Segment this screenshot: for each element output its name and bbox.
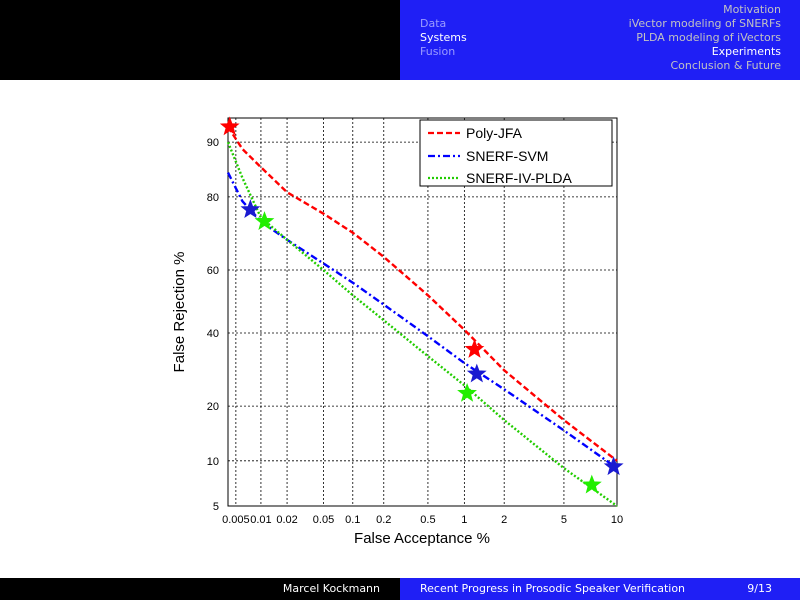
y-axis-label: False Rejection %: [171, 252, 188, 373]
x-axis-label: False Acceptance %: [354, 530, 490, 547]
chart-legend: Poly-JFA SNERF-SVM SNERF-IV-PLDA: [419, 119, 613, 187]
series-line-1: [226, 172, 618, 470]
marker-star-1: [603, 456, 624, 476]
x-tick-label: 0.2: [376, 514, 391, 526]
x-tick-label: 0.05: [313, 514, 334, 526]
footer-page-number: 9/13: [747, 582, 772, 595]
marker-star-2: [254, 211, 275, 230]
y-tick-label: 90: [207, 137, 219, 149]
marker-star-2: [581, 474, 602, 494]
x-tick-label: 0.01: [250, 514, 271, 526]
x-tick-label: 10: [611, 514, 623, 526]
footer-title: Recent Progress in Prosodic Speaker Veri…: [420, 582, 686, 595]
nav-section-plda-modeling[interactable]: PLDA modeling of iVectors: [636, 31, 781, 44]
y-tick-label: 40: [207, 328, 219, 340]
nav-subsection-systems[interactable]: Systems: [420, 31, 467, 44]
x-tick-label: 2: [501, 514, 507, 526]
nav-section-conclusion[interactable]: Conclusion & Future: [670, 59, 781, 72]
x-tick-label: 0.5: [420, 514, 435, 526]
x-tick-label: 0.02: [276, 514, 297, 526]
legend-label-snerf-iv-plda: SNERF-IV-PLDA: [466, 170, 572, 186]
nav-section-ivector-modeling[interactable]: iVector modeling of SNERFs: [628, 17, 781, 30]
axis-ticks: 0.005 0.01 0.02 0.05 0.1 0.2 0.5 1 2 5 10 5 10 20 40 60…: [207, 137, 623, 526]
plot-frame: [227, 117, 618, 507]
det-chart: 0.005 0.01 0.02 0.05 0.1 0.2 0.5 1 2 5 10 5 10 20 40 60…: [171, 116, 624, 547]
nav-section-motivation[interactable]: Motivation: [723, 3, 781, 16]
y-tick-label: 10: [207, 456, 219, 468]
x-tick-label: 0.005: [222, 514, 250, 526]
series-line-2: [226, 141, 618, 507]
marker-star-0: [219, 116, 240, 136]
footer-left: Marcel Kockmann: [0, 578, 400, 600]
y-tick-label: 5: [213, 501, 219, 513]
header-subsection-nav: [400, 0, 800, 80]
x-tick-label: 1: [461, 514, 467, 526]
nav-subsection-fusion[interactable]: Fusion: [420, 45, 456, 58]
y-tick-label: 80: [207, 192, 219, 204]
marker-star-2: [457, 382, 477, 402]
legend-label-snerf-svm: SNERF-SVM: [466, 148, 548, 164]
footer-author: Marcel Kockmann: [282, 582, 380, 595]
x-tick-label: 0.1: [345, 514, 360, 526]
legend-box: [419, 119, 613, 187]
marker-star-1: [240, 199, 261, 219]
marker-star-1: [466, 363, 487, 383]
legend-label-poly-jfa: Poly-JFA: [466, 125, 523, 141]
nav-subsection-data[interactable]: Data: [420, 17, 447, 30]
series-line-0: [226, 126, 618, 462]
nav-section-experiments[interactable]: Experiments: [711, 45, 781, 58]
x-tick-label: 5: [561, 514, 567, 526]
series-layer: [226, 126, 618, 507]
markers-layer: [219, 116, 624, 494]
y-tick-label: 20: [207, 401, 219, 413]
header-section-nav: [0, 0, 400, 80]
y-tick-label: 60: [207, 265, 219, 277]
footer-bar: Marcel Kockmann Recent Progress in Proso…: [0, 578, 800, 600]
marker-star-0: [464, 338, 485, 358]
footer-right: Recent Progress in Prosodic Speaker Veri…: [400, 578, 800, 600]
